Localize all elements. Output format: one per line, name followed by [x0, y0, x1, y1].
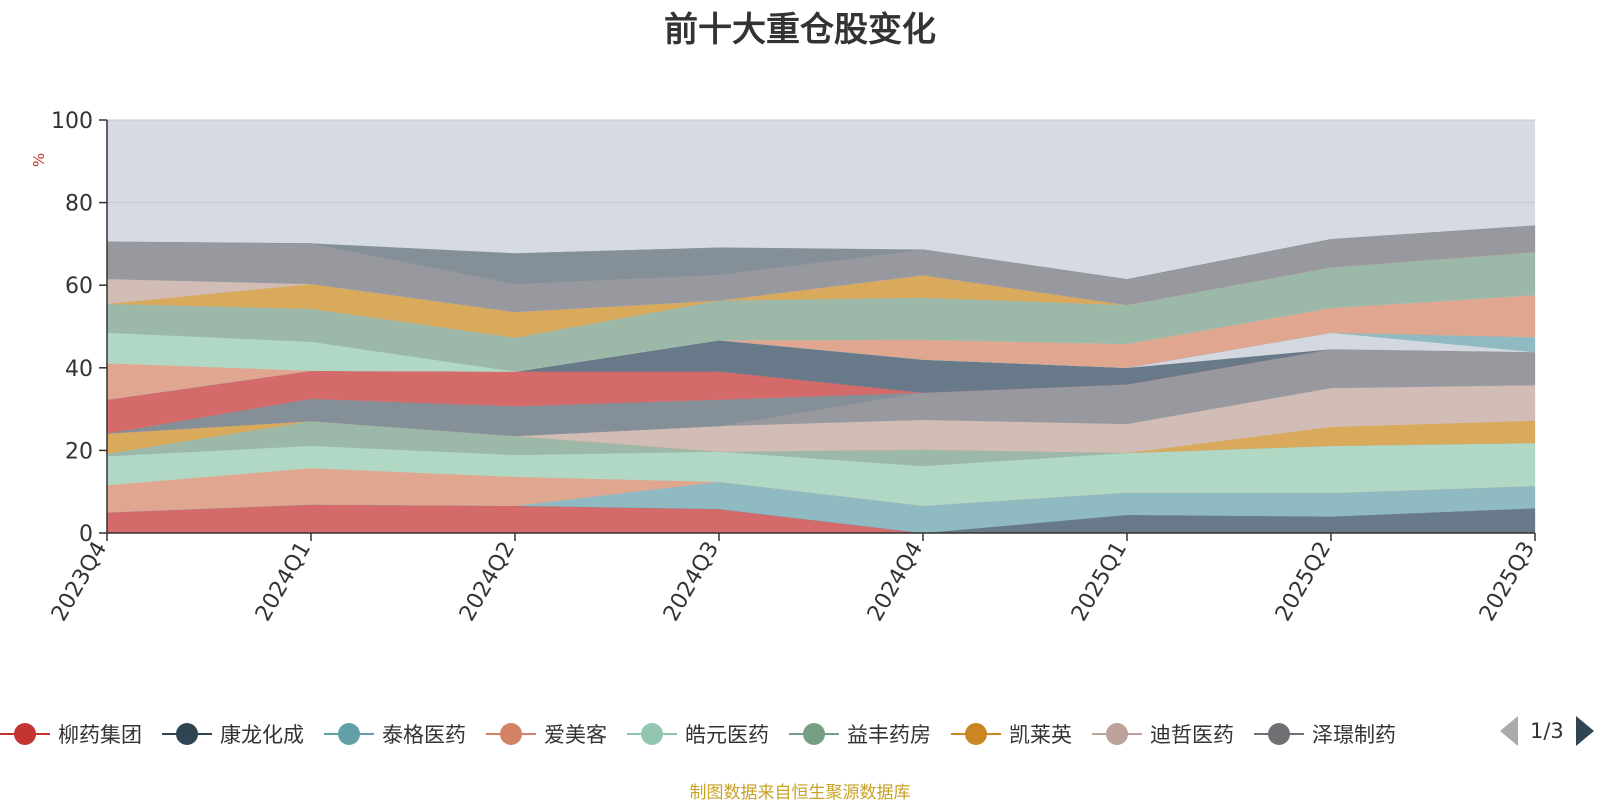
x-tick-label: 2024Q2: [455, 538, 520, 626]
legend-item[interactable]: 泽璟制药: [1254, 719, 1396, 749]
x-tick-label: 2024Q3: [659, 538, 724, 626]
legend-label: 泽璟制药: [1312, 723, 1396, 747]
legend-next-page-icon[interactable]: [1575, 716, 1594, 746]
legend-marker-icon: [1092, 723, 1142, 745]
legend-page-indicator: 1/3: [1530, 719, 1564, 743]
stacked-area-chart: 0 20 40 60 80 100 2023Q4 2024Q1 2024Q2 2024Q3 2024…: [30, 109, 1540, 626]
legend-label: 皓元医药: [685, 723, 769, 747]
y-axis-label: %: [30, 153, 48, 167]
legend-item[interactable]: 泰格医药: [324, 719, 466, 749]
legend-label: 益丰药房: [847, 723, 931, 747]
series-area-20: [106, 225, 1536, 285]
legend-label: 柳药集团: [58, 723, 142, 747]
legend-item[interactable]: 爱美客: [486, 719, 607, 749]
series-areas: [106, 225, 1536, 534]
legend-label: 爱美客: [544, 723, 607, 747]
x-tick-label: 2025Q1: [1067, 538, 1132, 626]
legend-label: 凯莱英: [1009, 723, 1072, 747]
legend-label: 康龙化成: [220, 723, 304, 747]
y-tick-label: 100: [51, 109, 93, 134]
x-tick-label: 2024Q1: [251, 538, 316, 626]
legend-marker-icon: [0, 723, 50, 745]
legend-item[interactable]: 益丰药房: [789, 719, 931, 749]
legend-item[interactable]: 柳药集团: [0, 719, 142, 749]
legend-marker-icon: [162, 723, 212, 745]
x-tick-label: 2024Q4: [863, 538, 928, 626]
y-tick-label: 80: [65, 192, 93, 217]
legend-item[interactable]: 皓元医药: [627, 719, 769, 749]
legend: 柳药集团 康龙化成 泰格医药 爱美客 皓元医药 益丰药房 凯莱英 迪哲医药 泽璟制药: [0, 712, 1480, 756]
y-tick-label: 60: [65, 274, 93, 299]
y-tick-label: 20: [65, 439, 93, 464]
legend-item[interactable]: 康龙化成: [162, 719, 304, 749]
legend-marker-icon: [951, 723, 1001, 745]
legend-pager: 1/3: [1500, 716, 1594, 746]
legend-label: 泰格医药: [382, 723, 466, 747]
source-note: 制图数据来自恒生聚源数据库: [689, 783, 911, 803]
x-tick-label: 2025Q2: [1271, 538, 1336, 626]
chart-title: 前十大重仓股变化: [664, 10, 936, 50]
legend-marker-icon: [627, 723, 677, 745]
x-tick-label: 2025Q3: [1475, 538, 1540, 626]
legend-label: 迪哲医药: [1150, 723, 1234, 747]
legend-marker-icon: [1254, 723, 1304, 745]
legend-marker-icon: [486, 723, 536, 745]
legend-marker-icon: [324, 723, 374, 745]
x-tick-label: 2023Q4: [47, 538, 112, 626]
legend-item[interactable]: 凯莱英: [951, 719, 1072, 749]
y-tick-label: 40: [65, 357, 93, 382]
legend-item[interactable]: 迪哲医药: [1092, 719, 1234, 749]
y-tick-label: 0: [79, 522, 93, 547]
legend-marker-icon: [789, 723, 839, 745]
legend-prev-page-icon[interactable]: [1500, 716, 1518, 746]
